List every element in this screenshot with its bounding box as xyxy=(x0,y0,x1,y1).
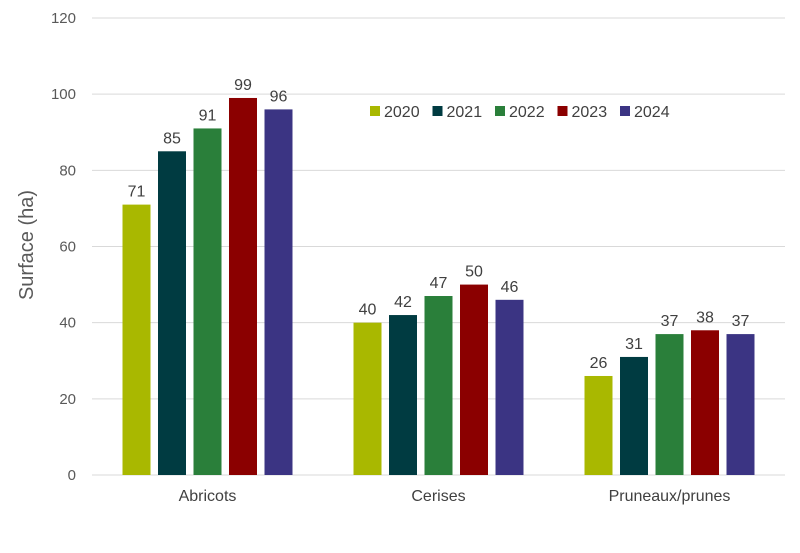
value-label: 46 xyxy=(501,279,519,296)
value-label: 37 xyxy=(732,313,750,330)
bar-pruneaux-prunes-2023 xyxy=(691,330,719,475)
legend-swatch xyxy=(620,106,630,116)
bar-pruneaux-prunes-2024 xyxy=(726,334,755,475)
legend-item: 2023 xyxy=(557,104,608,121)
bar-pruneaux-prunes-2020 xyxy=(584,375,613,475)
value-label: 91 xyxy=(199,107,217,124)
y-tick-label: 20 xyxy=(59,391,76,408)
bar-cerises-2020 xyxy=(353,322,382,475)
legend: 2020 2021 2022 2023 2024 xyxy=(370,104,670,121)
value-labels: 71 85 91 99 96 40 42 47 50 46 26 31 37 38 37 xyxy=(128,77,750,372)
value-label: 42 xyxy=(394,294,412,311)
legend-label: 2020 xyxy=(384,104,420,121)
bar-abricots-2024 xyxy=(264,109,293,476)
legend-item: 2022 xyxy=(495,104,545,121)
legend-swatch xyxy=(557,106,568,116)
value-label: 26 xyxy=(590,355,608,372)
legend-label: 2022 xyxy=(509,104,545,121)
bar-abricots-2021 xyxy=(158,151,186,475)
bar-abricots-2023 xyxy=(229,97,257,475)
value-label: 99 xyxy=(234,77,252,94)
value-label: 38 xyxy=(696,309,714,326)
y-axis-title: Surface (ha) xyxy=(16,190,38,300)
bar-pruneaux-prunes-2021 xyxy=(620,356,648,475)
value-label: 31 xyxy=(625,336,643,353)
value-label: 50 xyxy=(465,264,483,281)
bar-abricots-2022 xyxy=(193,128,222,476)
category-label: Pruneaux/prunes xyxy=(609,488,731,505)
legend-item: 2024 xyxy=(620,104,670,121)
category-label: Abricots xyxy=(179,488,237,505)
legend-label: 2023 xyxy=(572,104,608,121)
bar-cerises-2024 xyxy=(495,299,524,475)
legend-label: 2021 xyxy=(447,104,483,121)
value-label: 96 xyxy=(270,88,288,105)
y-tick-label: 120 xyxy=(51,10,76,27)
bar-cerises-2023 xyxy=(460,284,488,475)
bar-pruneaux-prunes-2022 xyxy=(655,334,684,475)
y-tick-label: 100 xyxy=(51,86,76,103)
value-label: 71 xyxy=(128,184,146,201)
bar-cerises-2021 xyxy=(389,315,417,475)
y-axis-ticks: 0 20 40 60 80 100 120 xyxy=(51,10,76,484)
legend-swatch xyxy=(432,106,443,116)
legend-item: 2021 xyxy=(432,104,483,121)
y-tick-label: 80 xyxy=(59,162,76,179)
y-tick-label: 0 xyxy=(68,467,76,484)
legend-label: 2024 xyxy=(634,104,670,121)
legend-item: 2020 xyxy=(370,104,420,121)
value-label: 47 xyxy=(430,275,448,292)
category-label: Cerises xyxy=(411,488,465,505)
value-label: 37 xyxy=(661,313,679,330)
value-label: 40 xyxy=(359,302,377,319)
legend-swatch xyxy=(370,106,380,116)
legend-swatch xyxy=(495,106,505,116)
y-tick-label: 40 xyxy=(59,315,76,332)
y-tick-label: 60 xyxy=(59,239,76,256)
x-axis-categories: Abricots Cerises Pruneaux/prunes xyxy=(179,488,731,505)
bar-cerises-2022 xyxy=(424,296,453,475)
bars xyxy=(122,97,755,476)
bar-abricots-2020 xyxy=(122,204,151,475)
value-label: 85 xyxy=(163,130,181,147)
